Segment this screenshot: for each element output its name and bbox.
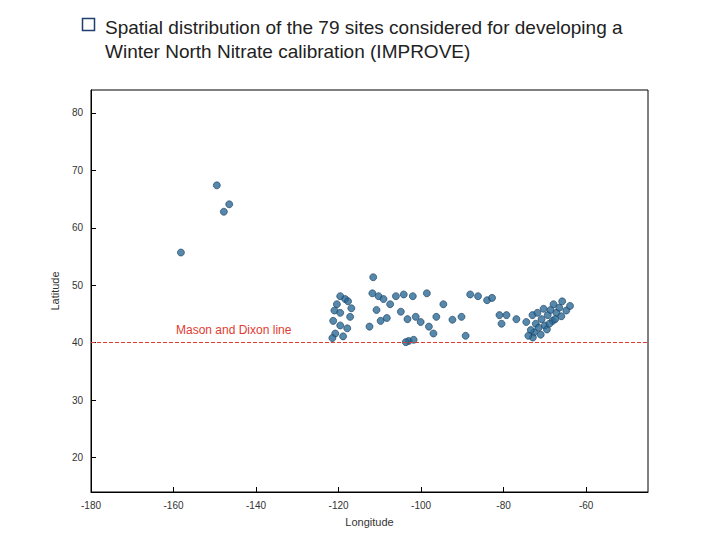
svg-text:-80: -80 (496, 500, 511, 511)
svg-text:30: 30 (72, 395, 84, 406)
svg-text:20: 20 (72, 452, 84, 463)
svg-text:-100: -100 (411, 500, 431, 511)
svg-text:70: 70 (72, 165, 84, 176)
svg-text:80: 80 (72, 107, 84, 118)
svg-text:Winter North Nitrate calibrati: Winter North Nitrate calibration (IMPROV… (105, 41, 470, 62)
svg-text:40: 40 (72, 337, 84, 348)
svg-text:-180: -180 (81, 500, 101, 511)
svg-text:Spatial distribution of the 79: Spatial distribution of the 79 sites con… (105, 17, 628, 38)
svg-text:Mason and Dixon line: Mason and Dixon line (176, 323, 292, 337)
svg-text:60: 60 (72, 222, 84, 233)
svg-text:-120: -120 (329, 500, 349, 511)
svg-text:50: 50 (72, 280, 84, 291)
svg-text:Latitude: Latitude (49, 271, 61, 310)
svg-text:Longitude: Longitude (345, 516, 393, 528)
svg-text:-160: -160 (164, 500, 184, 511)
svg-text:-60: -60 (579, 500, 594, 511)
svg-text:-140: -140 (246, 500, 266, 511)
